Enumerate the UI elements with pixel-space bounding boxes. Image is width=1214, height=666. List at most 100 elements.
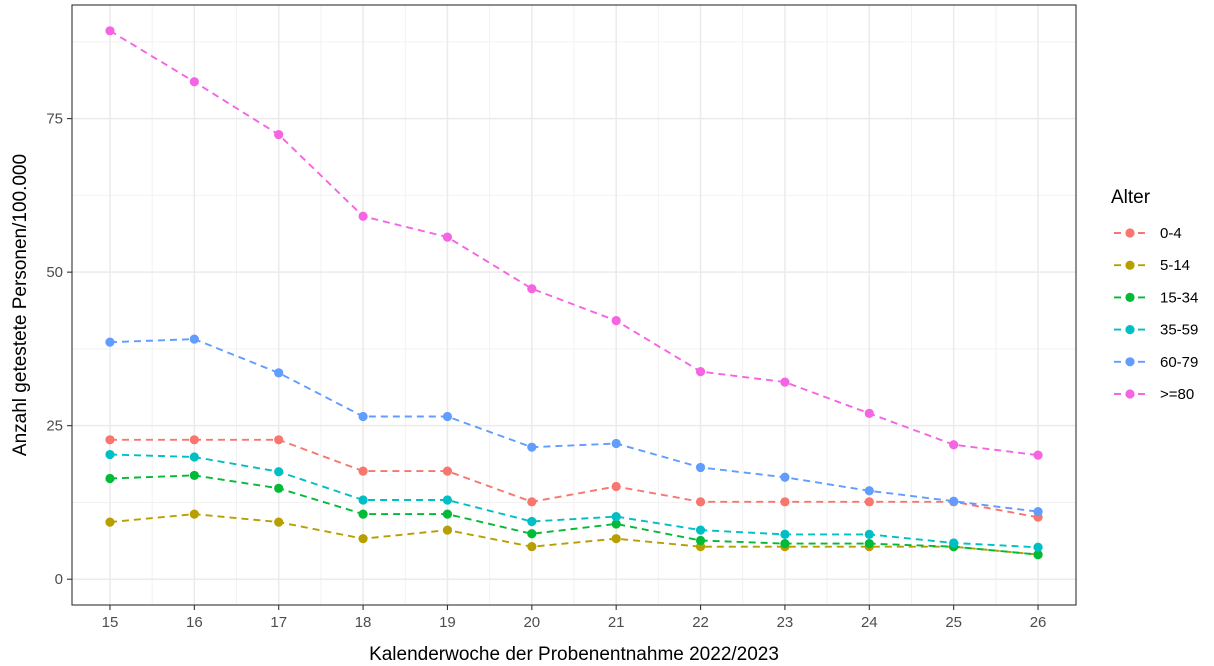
x-tick-label: 19 [439, 614, 456, 631]
legend-label: 15-34 [1160, 289, 1198, 306]
data-point [274, 368, 284, 378]
data-point [695, 367, 706, 377]
data-point [105, 435, 115, 445]
data-point [864, 497, 874, 507]
x-tick-label: 17 [270, 614, 287, 631]
series-0 [105, 435, 1043, 522]
legend-item: 35-59 [1114, 322, 1198, 339]
data-point [189, 435, 199, 445]
legend-key-point [1125, 389, 1135, 399]
series-2 [105, 470, 1043, 560]
legend-key-point [1125, 228, 1135, 238]
legend-label: 5-14 [1160, 257, 1190, 274]
legend-item: >=80 [1114, 386, 1194, 403]
data-point [611, 438, 621, 449]
legend-key-point [1125, 357, 1135, 367]
legend-title: Alter [1111, 187, 1151, 208]
data-point [611, 534, 621, 544]
data-point [442, 466, 453, 476]
x-tick-label: 23 [777, 614, 794, 631]
data-point [1033, 450, 1043, 460]
series-layer [105, 26, 1043, 560]
data-point [442, 411, 453, 422]
data-point [189, 470, 199, 481]
y-tick-label: 75 [46, 111, 63, 128]
legend-item: 60-79 [1114, 354, 1198, 371]
data-point [949, 496, 959, 506]
data-point [358, 411, 368, 422]
legend-key-point [1125, 325, 1135, 335]
data-point [1033, 550, 1043, 560]
data-point [949, 440, 959, 450]
data-point [949, 538, 959, 548]
legend-label: >=80 [1160, 386, 1194, 403]
data-point [1033, 542, 1043, 552]
x-tick-label: 16 [186, 614, 203, 631]
data-point [611, 511, 621, 522]
data-point [105, 449, 115, 460]
x-tick-labels: 15 16 17 18 19 20 21 22 23 24 25 26 [102, 614, 1047, 631]
data-point [358, 509, 368, 519]
data-point [1033, 507, 1043, 517]
series-line [109, 474, 1039, 556]
y-tick-label: 50 [46, 264, 63, 281]
data-point [105, 473, 115, 484]
series-line [109, 453, 1039, 549]
series-3 [105, 449, 1043, 552]
data-point [527, 516, 537, 527]
series-line [109, 338, 1039, 513]
data-point [864, 529, 874, 539]
y-tick-label: 0 [55, 571, 63, 588]
series-5 [105, 26, 1043, 460]
data-point [695, 462, 706, 473]
data-point [442, 525, 453, 535]
data-point [780, 497, 790, 507]
x-tick-label: 25 [945, 614, 962, 631]
x-tick-label: 24 [861, 614, 878, 631]
data-point [442, 495, 453, 505]
data-point [105, 337, 115, 347]
data-point [274, 467, 284, 477]
data-point [442, 509, 453, 519]
x-tick-label: 20 [523, 614, 540, 631]
data-point [611, 316, 621, 326]
data-point [780, 472, 790, 482]
data-point [189, 452, 199, 462]
panel-border [71, 4, 1077, 606]
y-tick-labels: 0 25 50 75 [46, 111, 63, 589]
legend-key-point [1125, 260, 1135, 270]
data-point [358, 495, 368, 505]
legend-key-point [1125, 292, 1135, 302]
x-axis-title: Kalenderwoche der Probenentnahme 2022/20… [369, 644, 779, 665]
data-point [780, 377, 790, 387]
series-line [109, 513, 1039, 556]
y-axis-title: Anzahl getestete Personen/100.000 [10, 154, 31, 456]
data-point [105, 26, 115, 36]
legend-label: 35-59 [1160, 322, 1198, 339]
y-tick-label: 25 [46, 418, 63, 435]
data-point [274, 483, 284, 493]
legend-label: 60-79 [1160, 354, 1198, 371]
data-point [358, 211, 368, 221]
legend-item: 0-4 [1114, 225, 1182, 242]
data-point [274, 517, 284, 527]
legend-item: 5-14 [1114, 257, 1190, 274]
data-point [780, 529, 790, 539]
x-tick-label: 21 [608, 614, 625, 631]
data-point [695, 497, 706, 507]
legend-items: 0-4 5-14 15-34 35-59 60-79 >=80 [1114, 225, 1198, 403]
data-point [695, 525, 706, 535]
data-point [527, 529, 537, 539]
data-point [274, 129, 284, 140]
data-point [695, 535, 706, 546]
data-point [864, 486, 874, 496]
x-tick-label: 15 [102, 614, 119, 631]
data-point [780, 538, 790, 549]
data-point [611, 519, 621, 529]
data-point [358, 534, 368, 544]
data-point [189, 509, 199, 519]
data-point [189, 77, 199, 87]
x-tick-label: 18 [355, 614, 372, 631]
data-point [274, 435, 284, 445]
